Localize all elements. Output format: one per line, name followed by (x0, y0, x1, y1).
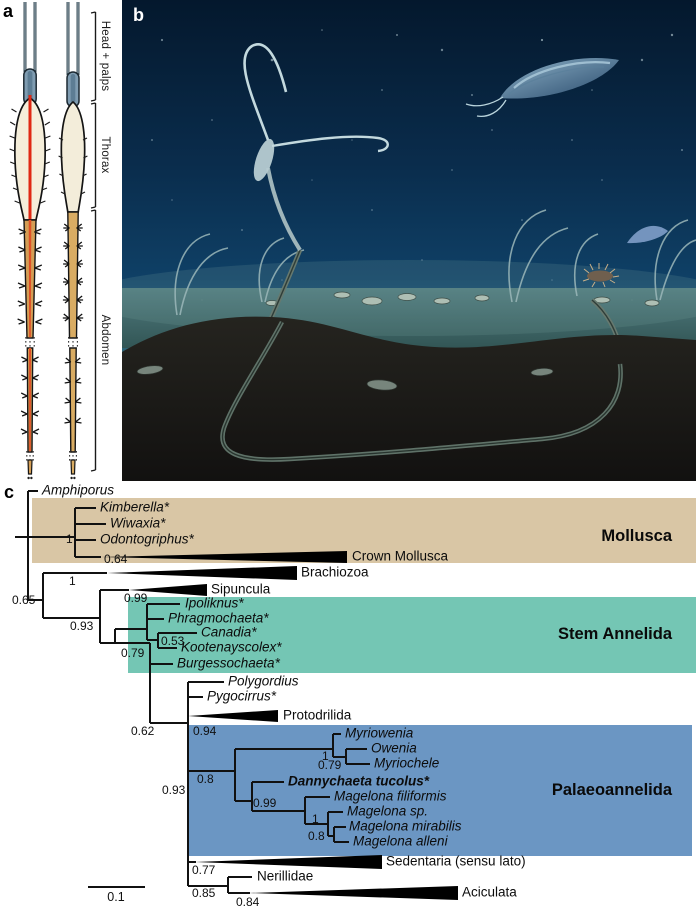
support-value: 0.53 (161, 634, 185, 648)
taxon-label: Brachiozoa (301, 564, 369, 580)
taxon-label: Canadia* (201, 624, 257, 640)
taxon-label: Owenia (371, 740, 417, 756)
taxon-label: Crown Mollusca (352, 548, 449, 564)
taxon-label: Nerillidae (257, 868, 314, 884)
taxon-label: Aciculata (462, 884, 517, 900)
taxon-label: Odontogriphus* (100, 531, 194, 547)
support-value: 0.64 (104, 552, 128, 566)
support-value: 0.8 (308, 829, 325, 843)
panel-b-label: b (133, 5, 144, 25)
mound-shells (136, 365, 554, 391)
anatomy-diagram (9, 2, 97, 480)
scale-bar-label: 0.1 (107, 890, 125, 904)
taxon-label: Sipuncula (211, 581, 271, 597)
region-label-head-palps: Head + palps (99, 20, 111, 92)
collapsed-clade-triangles (101, 551, 458, 900)
bristle-worm (582, 263, 620, 288)
taxon-label: Magelona alleni (353, 833, 448, 849)
region-label-thorax: Thorax (99, 136, 111, 174)
taxon-label: Magelona sp. (347, 803, 429, 819)
support-value: 1 (69, 574, 76, 588)
taxon-label: Magelona filiformis (334, 788, 447, 804)
panel-c-label: c (4, 482, 15, 502)
support-value: 0.94 (193, 724, 217, 738)
taxon-label: Sedentaria (sensu lato) (386, 853, 526, 869)
swimming-creature (465, 57, 619, 118)
support-value: 0.62 (131, 724, 155, 738)
worm-left (9, 2, 51, 480)
support-value: 0.93 (162, 783, 186, 797)
support-value: 0.99 (124, 591, 148, 605)
support-value: 0.99 (253, 796, 277, 810)
region-label-abdomen: Abdomen (99, 314, 111, 366)
background-worms (174, 209, 696, 316)
shells (265, 291, 660, 307)
support-value: 0.65 (12, 593, 36, 607)
taxon-label: Kimberella* (100, 499, 170, 515)
panel-a-label: a (3, 1, 14, 21)
taxon-label: Wiwaxia* (110, 515, 166, 531)
clade-box-mollusca (32, 498, 696, 563)
taxon-label: Myriowenia (345, 725, 414, 741)
taxon-label: Dannychaeta tucolus* (288, 773, 430, 789)
support-value: 0.93 (70, 619, 94, 633)
taxon-label: Polygordius (228, 673, 299, 689)
clade-box-stem-annelida (128, 597, 696, 673)
ocean-scene (79, 0, 696, 481)
support-value: 0.77 (192, 863, 216, 877)
support-value: 1 (312, 812, 319, 826)
taxon-label: Burgessochaeta* (177, 655, 280, 671)
clade-label-mollusca: Mollusca (601, 527, 672, 545)
clade-box-palaeoannelida (187, 725, 692, 856)
taxon-label: Amphiporus (42, 482, 115, 498)
clade-label-stem-annelida: Stem Annelida (558, 625, 672, 643)
taxon-label: Magelona mirabilis (349, 818, 462, 834)
support-value: 1 (66, 532, 73, 546)
support-value: 0.8 (197, 772, 214, 786)
buried-tube (220, 320, 623, 462)
worm-right (58, 2, 88, 480)
taxon-label: Myriochele (374, 755, 440, 771)
support-value: 1 (322, 749, 329, 763)
panel-b: b (79, 0, 696, 481)
taxon-label: Phragmochaeta* (168, 610, 269, 626)
taxon-label: Pygocirrus* (207, 688, 277, 704)
tree-branches (15, 490, 370, 894)
blue-worm (627, 225, 668, 244)
support-value: 0.79 (318, 758, 342, 772)
region-brackets (90, 11, 97, 472)
panel-a: a Head + palps Thorax Abdomen (0, 0, 122, 483)
clade-label-palaeoannelida: Palaeoannelida (551, 781, 672, 799)
taxon-label: Kootenayscolex* (181, 639, 282, 655)
support-value: 0.84 (236, 895, 260, 909)
taxon-label: Protodrilida (283, 707, 352, 723)
support-value: 0.85 (192, 886, 216, 900)
taxon-label: Ipoliknus* (185, 595, 244, 611)
support-value: 0.79 (121, 646, 145, 660)
